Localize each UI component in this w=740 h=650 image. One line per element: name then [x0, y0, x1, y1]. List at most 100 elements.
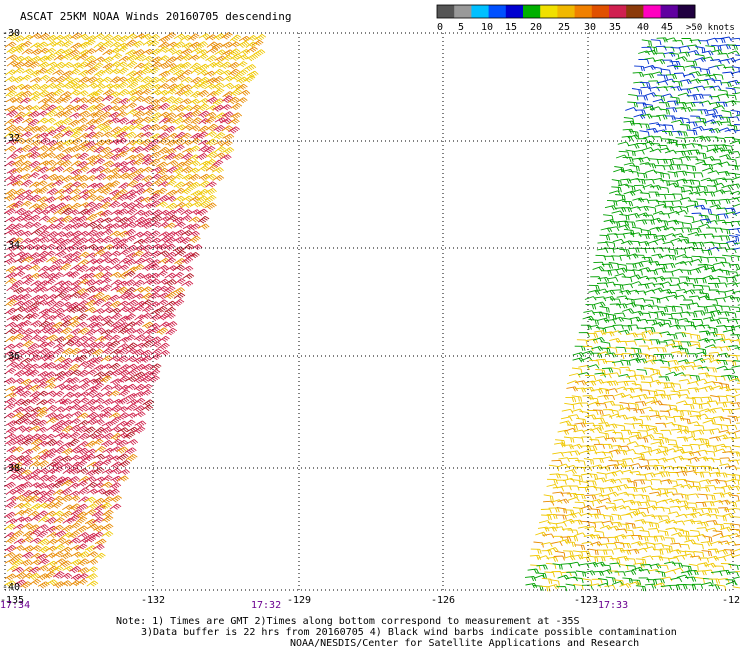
wind-barb	[21, 474, 34, 482]
wind-barb	[4, 131, 16, 138]
wind-barb	[68, 438, 80, 447]
wind-barb	[625, 149, 636, 157]
wind-barb	[6, 284, 19, 292]
wind-barb	[132, 123, 144, 130]
wind-barb	[102, 454, 115, 461]
wind-barb	[653, 472, 666, 478]
wind-barb	[604, 429, 617, 435]
wind-barb	[703, 156, 716, 162]
wind-barb	[672, 455, 685, 461]
wind-barb	[52, 34, 65, 41]
wind-barb	[164, 96, 177, 104]
wind-barb	[100, 284, 112, 292]
wind-barb	[116, 446, 129, 454]
wind-barb	[20, 160, 32, 167]
wind-barb	[29, 221, 42, 229]
legend-label-35: 35	[609, 22, 621, 33]
legend-swatch	[505, 5, 524, 18]
wind-barb	[70, 222, 83, 230]
wind-barb	[670, 47, 682, 53]
wind-barb	[636, 474, 647, 480]
wind-barb	[92, 237, 105, 244]
wind-barb	[582, 578, 593, 585]
lat-label-38: -38	[2, 463, 20, 474]
wind-barb	[632, 456, 645, 462]
wind-barb	[21, 68, 34, 75]
wind-barb	[84, 536, 96, 543]
wind-barb	[109, 230, 122, 237]
lon-label-123: -123	[574, 595, 598, 606]
wind-barb	[30, 133, 43, 140]
wind-barb	[158, 236, 170, 243]
wind-barb	[37, 335, 50, 343]
wind-barb	[85, 131, 97, 139]
wind-barb	[85, 244, 98, 251]
wind-barb	[20, 516, 33, 523]
wind-barb	[45, 475, 58, 483]
wind-barb	[85, 266, 98, 273]
wind-barb	[205, 181, 217, 188]
wind-barb	[29, 537, 42, 544]
wind-barb	[76, 543, 88, 550]
wind-barb	[30, 48, 43, 56]
wind-barb	[108, 111, 121, 120]
wind-barb	[690, 481, 701, 488]
wind-barb	[634, 297, 646, 303]
wind-barb	[61, 413, 73, 420]
wind-barb	[141, 305, 154, 313]
wind-barb	[639, 162, 652, 167]
wind-barb	[715, 177, 728, 183]
wind-barb	[158, 349, 170, 356]
wind-barb	[124, 235, 136, 242]
wind-barb	[621, 513, 633, 519]
wind-barb	[205, 138, 218, 146]
wind-barb	[78, 140, 91, 148]
wind-barb	[734, 242, 740, 245]
wind-barb	[45, 76, 58, 84]
wind-barb	[67, 209, 80, 216]
wind-barb	[718, 171, 730, 177]
wind-barb	[53, 96, 65, 105]
wind-barb	[726, 424, 738, 430]
wind-barb	[689, 341, 701, 348]
wind-barb	[4, 194, 17, 202]
wind-barb	[608, 449, 621, 455]
wind-barb	[62, 467, 75, 475]
wind-barb	[28, 573, 41, 581]
wind-barb	[116, 280, 129, 287]
wind-barb	[54, 250, 67, 258]
wind-barb	[110, 461, 123, 469]
wind-barb	[666, 291, 678, 297]
wind-barb	[692, 248, 704, 254]
wind-barb	[4, 367, 17, 375]
wind-barb	[157, 174, 170, 182]
wind-barb	[29, 77, 42, 84]
wind-barb	[132, 182, 145, 190]
wind-barb	[588, 359, 600, 366]
wind-barb	[92, 272, 105, 280]
wind-barb	[61, 294, 73, 302]
wind-barb	[60, 320, 72, 328]
wind-barb	[118, 364, 131, 372]
wind-barb	[597, 582, 610, 588]
wind-barb	[62, 104, 75, 111]
wind-barb	[206, 96, 219, 104]
wind-barb	[59, 263, 72, 271]
wind-barb	[12, 47, 25, 54]
wind-barb	[204, 158, 217, 166]
wind-barb	[92, 279, 104, 286]
wind-barb	[77, 61, 89, 69]
wind-barb	[187, 230, 200, 237]
wind-barb	[19, 390, 32, 398]
wind-barb	[116, 355, 129, 363]
wind-barb	[182, 181, 194, 188]
wind-barb	[657, 74, 669, 80]
wind-barb	[148, 34, 160, 41]
wind-barb	[679, 124, 691, 130]
wind-barb	[212, 76, 224, 84]
wind-barb	[76, 97, 89, 104]
wind-barb	[19, 418, 32, 425]
wind-barb	[92, 308, 105, 315]
wind-barb	[164, 306, 176, 315]
wind-barb	[116, 286, 129, 295]
